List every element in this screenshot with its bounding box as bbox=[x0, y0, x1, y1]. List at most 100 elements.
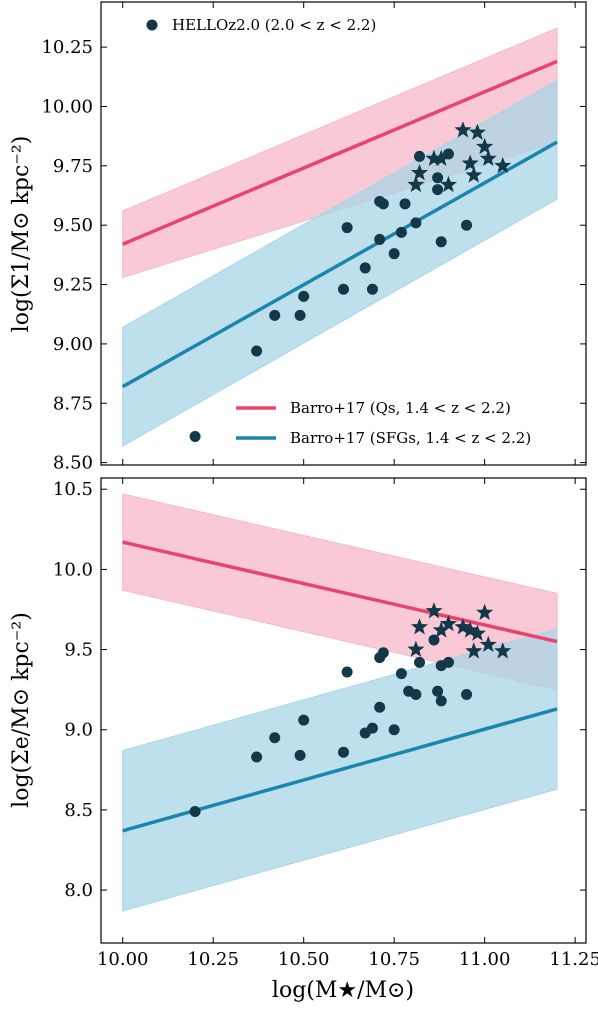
top-circle-point bbox=[341, 222, 353, 234]
bottom-star-point bbox=[432, 621, 450, 638]
bottom-band-line-0 bbox=[122, 540, 558, 644]
top-circle-point bbox=[432, 172, 444, 184]
bottom-circle-point bbox=[189, 806, 201, 818]
top-circle-point bbox=[388, 248, 400, 260]
top-y-tick-label: 8.50 bbox=[53, 453, 93, 474]
top-y-tick-label: 10.00 bbox=[41, 96, 93, 117]
bottom-circle-point bbox=[374, 701, 386, 713]
bottom-circle-point bbox=[442, 656, 454, 668]
top-star-point bbox=[479, 149, 497, 166]
top-circle-point bbox=[251, 345, 263, 357]
top-plot-frame bbox=[100, 1, 587, 466]
bottom-star-point bbox=[454, 618, 472, 635]
top-circle-point bbox=[298, 290, 310, 302]
top-circle-point bbox=[374, 233, 386, 245]
bottom-y-tick-label: 8.5 bbox=[64, 800, 93, 821]
top-y-tick-label: 10.25 bbox=[41, 37, 93, 58]
top-y-tick-label: 8.75 bbox=[53, 393, 93, 414]
legend-barro: Barro+17 (Qs, 1.4 < z < 2.2) Barro+17 (S… bbox=[236, 399, 531, 447]
panel-top: 8.50 8.75 9.00 9.25 9.50 9.75 10.00 10.25 log(Σ… bbox=[9, 1, 587, 474]
top-circle-point bbox=[269, 309, 281, 321]
bottom-bands bbox=[122, 493, 558, 912]
top-star-point bbox=[425, 149, 443, 166]
top-circle-point bbox=[359, 262, 371, 274]
bottom-y-tick-label: 8.0 bbox=[64, 880, 93, 901]
top-bands bbox=[121, 27, 558, 447]
top-circle-point bbox=[395, 226, 407, 238]
bottom-circle-point bbox=[414, 656, 426, 668]
bottom-circle-point bbox=[251, 751, 263, 763]
top-circle-point bbox=[377, 198, 389, 210]
x-tick-label: 11.25 bbox=[549, 949, 598, 970]
top-circle-point bbox=[366, 283, 378, 295]
top-y-axis-title: log(Σ1/M⊙ kpc⁻²) bbox=[9, 136, 34, 333]
top-circle-point bbox=[461, 219, 473, 231]
bottom-y-tick-label: 10.0 bbox=[53, 559, 93, 580]
bottom-y-tick-label: 9.5 bbox=[64, 640, 93, 661]
bottom-circle-point bbox=[294, 749, 306, 761]
bottom-circle-point bbox=[435, 695, 447, 707]
top-star-point bbox=[476, 137, 494, 155]
bottom-circle-point bbox=[428, 634, 440, 646]
bottom-circle-point bbox=[461, 688, 473, 700]
bottom-star-point bbox=[479, 635, 497, 653]
bottom-y-tick-label: 10.5 bbox=[53, 479, 93, 500]
top-circle-point bbox=[338, 283, 349, 295]
legend-helloz-label: HELLOz2.0 (2.0 < z < 2.2) bbox=[172, 16, 376, 34]
top-star-point bbox=[439, 175, 458, 193]
top-star-point bbox=[432, 149, 450, 166]
bottom-points bbox=[189, 602, 512, 818]
legend-helloz: HELLOz2.0 (2.0 < z < 2.2) bbox=[146, 16, 376, 34]
bottom-star-point bbox=[476, 603, 494, 620]
top-circle-point bbox=[189, 431, 201, 443]
bottom-circle-point bbox=[341, 666, 353, 678]
bottom-circle-point bbox=[410, 688, 422, 700]
bottom-y-axis-title: log(Σe/M⊙ kpc⁻²) bbox=[9, 612, 34, 808]
top-circle-point bbox=[399, 198, 411, 210]
legend-barro-qs-label: Barro+17 (Qs, 1.4 < z < 2.2) bbox=[290, 399, 511, 417]
bottom-star-point bbox=[461, 621, 479, 638]
top-star-point bbox=[454, 121, 472, 138]
legend-barro-sfg-label: Barro+17 (SFGs, 1.4 < z < 2.2) bbox=[290, 429, 531, 447]
bottom-plot-frame bbox=[100, 477, 587, 944]
top-band-line-0 bbox=[122, 59, 558, 246]
panel-bottom: 10.00 10.25 10.50 10.75 11.00 11.25 8.0 8.5 9.0 9… bbox=[9, 477, 598, 1003]
top-y-tick-label: 9.25 bbox=[53, 275, 93, 296]
bottom-star-point bbox=[439, 614, 458, 632]
top-star-point bbox=[410, 163, 429, 181]
top-circle-point bbox=[414, 150, 426, 162]
x-tick-label: 10.75 bbox=[368, 949, 420, 970]
bottom-circle-point bbox=[298, 714, 310, 726]
x-tick-label: 11.00 bbox=[459, 949, 511, 970]
top-ticks: 8.50 8.75 9.00 9.25 9.50 9.75 10.00 10.25 bbox=[41, 2, 586, 474]
legend-helloz-marker bbox=[146, 19, 158, 31]
bottom-star-point bbox=[407, 640, 425, 657]
bottom-circle-point bbox=[366, 722, 378, 734]
bottom-ticks: 10.00 10.25 10.50 10.75 11.00 11.25 8.0 8.5 9.0 9… bbox=[53, 478, 598, 970]
top-star-point bbox=[468, 123, 486, 140]
top-y-tick-label: 9.75 bbox=[53, 156, 93, 177]
bottom-star-point bbox=[494, 642, 512, 659]
top-star-point bbox=[407, 175, 425, 193]
top-y-tick-label: 9.00 bbox=[53, 334, 93, 355]
bottom-star-point bbox=[465, 642, 483, 659]
top-points bbox=[189, 121, 512, 443]
x-tick-label: 10.00 bbox=[97, 949, 149, 970]
bottom-circle-point bbox=[432, 685, 444, 697]
bottom-circle-point bbox=[338, 746, 349, 758]
top-star-point bbox=[461, 154, 479, 171]
bottom-y-tick-label: 9.0 bbox=[64, 720, 93, 741]
bottom-star-point bbox=[425, 602, 443, 619]
bottom-circle-point bbox=[395, 668, 407, 680]
bottom-star-point bbox=[468, 624, 486, 641]
x-axis-title: log(M★/M⊙) bbox=[272, 978, 414, 1003]
x-tick-label: 10.50 bbox=[278, 949, 330, 970]
top-star-point bbox=[465, 166, 483, 183]
x-tick-label: 10.25 bbox=[187, 949, 239, 970]
bottom-circle-point bbox=[377, 647, 389, 659]
top-circle-point bbox=[432, 184, 444, 196]
top-y-tick-label: 9.50 bbox=[53, 215, 93, 236]
top-circle-point bbox=[410, 217, 422, 229]
bottom-circle-point bbox=[269, 732, 281, 744]
